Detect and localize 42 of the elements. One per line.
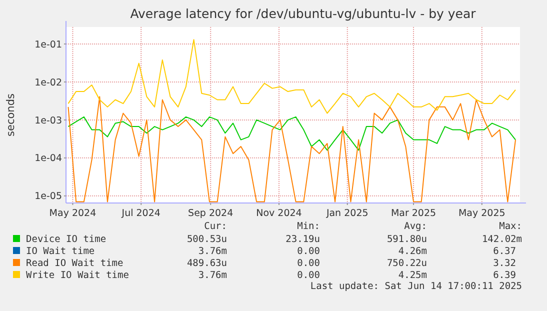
text: 6.39 (493, 270, 516, 281)
legend-label: Read IO Wait time (26, 258, 124, 269)
text: 0.00 (297, 270, 320, 281)
x-tick-label: May 2025 (458, 208, 506, 219)
line-series (68, 96, 516, 202)
text: Max: (499, 221, 522, 232)
text: 489.63u (186, 258, 227, 269)
x-tick-label: Nov 2024 (256, 208, 302, 219)
text: 3.32 (493, 258, 516, 269)
legend-label: Write IO Wait time (26, 270, 130, 281)
y-axis-title: seconds (5, 94, 17, 136)
text: 142.02m (482, 234, 522, 245)
text: 591.80u (386, 234, 427, 245)
y-tick-label: 1e-03 (34, 115, 62, 126)
y-tick-label: 1e-05 (34, 191, 62, 202)
text: Min: (297, 221, 320, 232)
y-tick-label: 1e-02 (34, 77, 62, 88)
text: 23.19u (286, 234, 320, 245)
x-tick-label: Jan 2025 (325, 208, 368, 219)
text: Avg: (404, 221, 427, 232)
text: 0.00 (297, 246, 320, 257)
legend-label: Device IO time (26, 234, 106, 245)
text: Cur: (204, 221, 227, 232)
legend-label: IO Wait time (26, 246, 95, 257)
text: 3.76m (198, 270, 228, 281)
y-tick-label: 1e-01 (34, 39, 62, 50)
x-tick-label: May 2024 (49, 208, 96, 219)
chart-title: Average latency for /dev/ubuntu-vg/ubuntu-lv - by year (130, 6, 477, 21)
y-tick-label: 1e-04 (34, 153, 62, 164)
text: Last update: Sat Jun 14 17:00:11 2025 (310, 281, 522, 292)
line-series (68, 116, 516, 151)
x-tick-label: Mar 2025 (390, 208, 436, 219)
text: 0.00 (297, 258, 320, 269)
text: 4.25m (398, 270, 428, 281)
text: 6.37 (493, 246, 516, 257)
text: 3.76m (198, 246, 228, 257)
text: 750.22u (386, 258, 427, 269)
text: 500.53u (186, 234, 227, 245)
x-tick-label: Sep 2024 (188, 208, 234, 219)
line-series (68, 39, 516, 114)
x-tick-label: Jul 2024 (120, 208, 160, 219)
text: 4.26m (398, 246, 428, 257)
